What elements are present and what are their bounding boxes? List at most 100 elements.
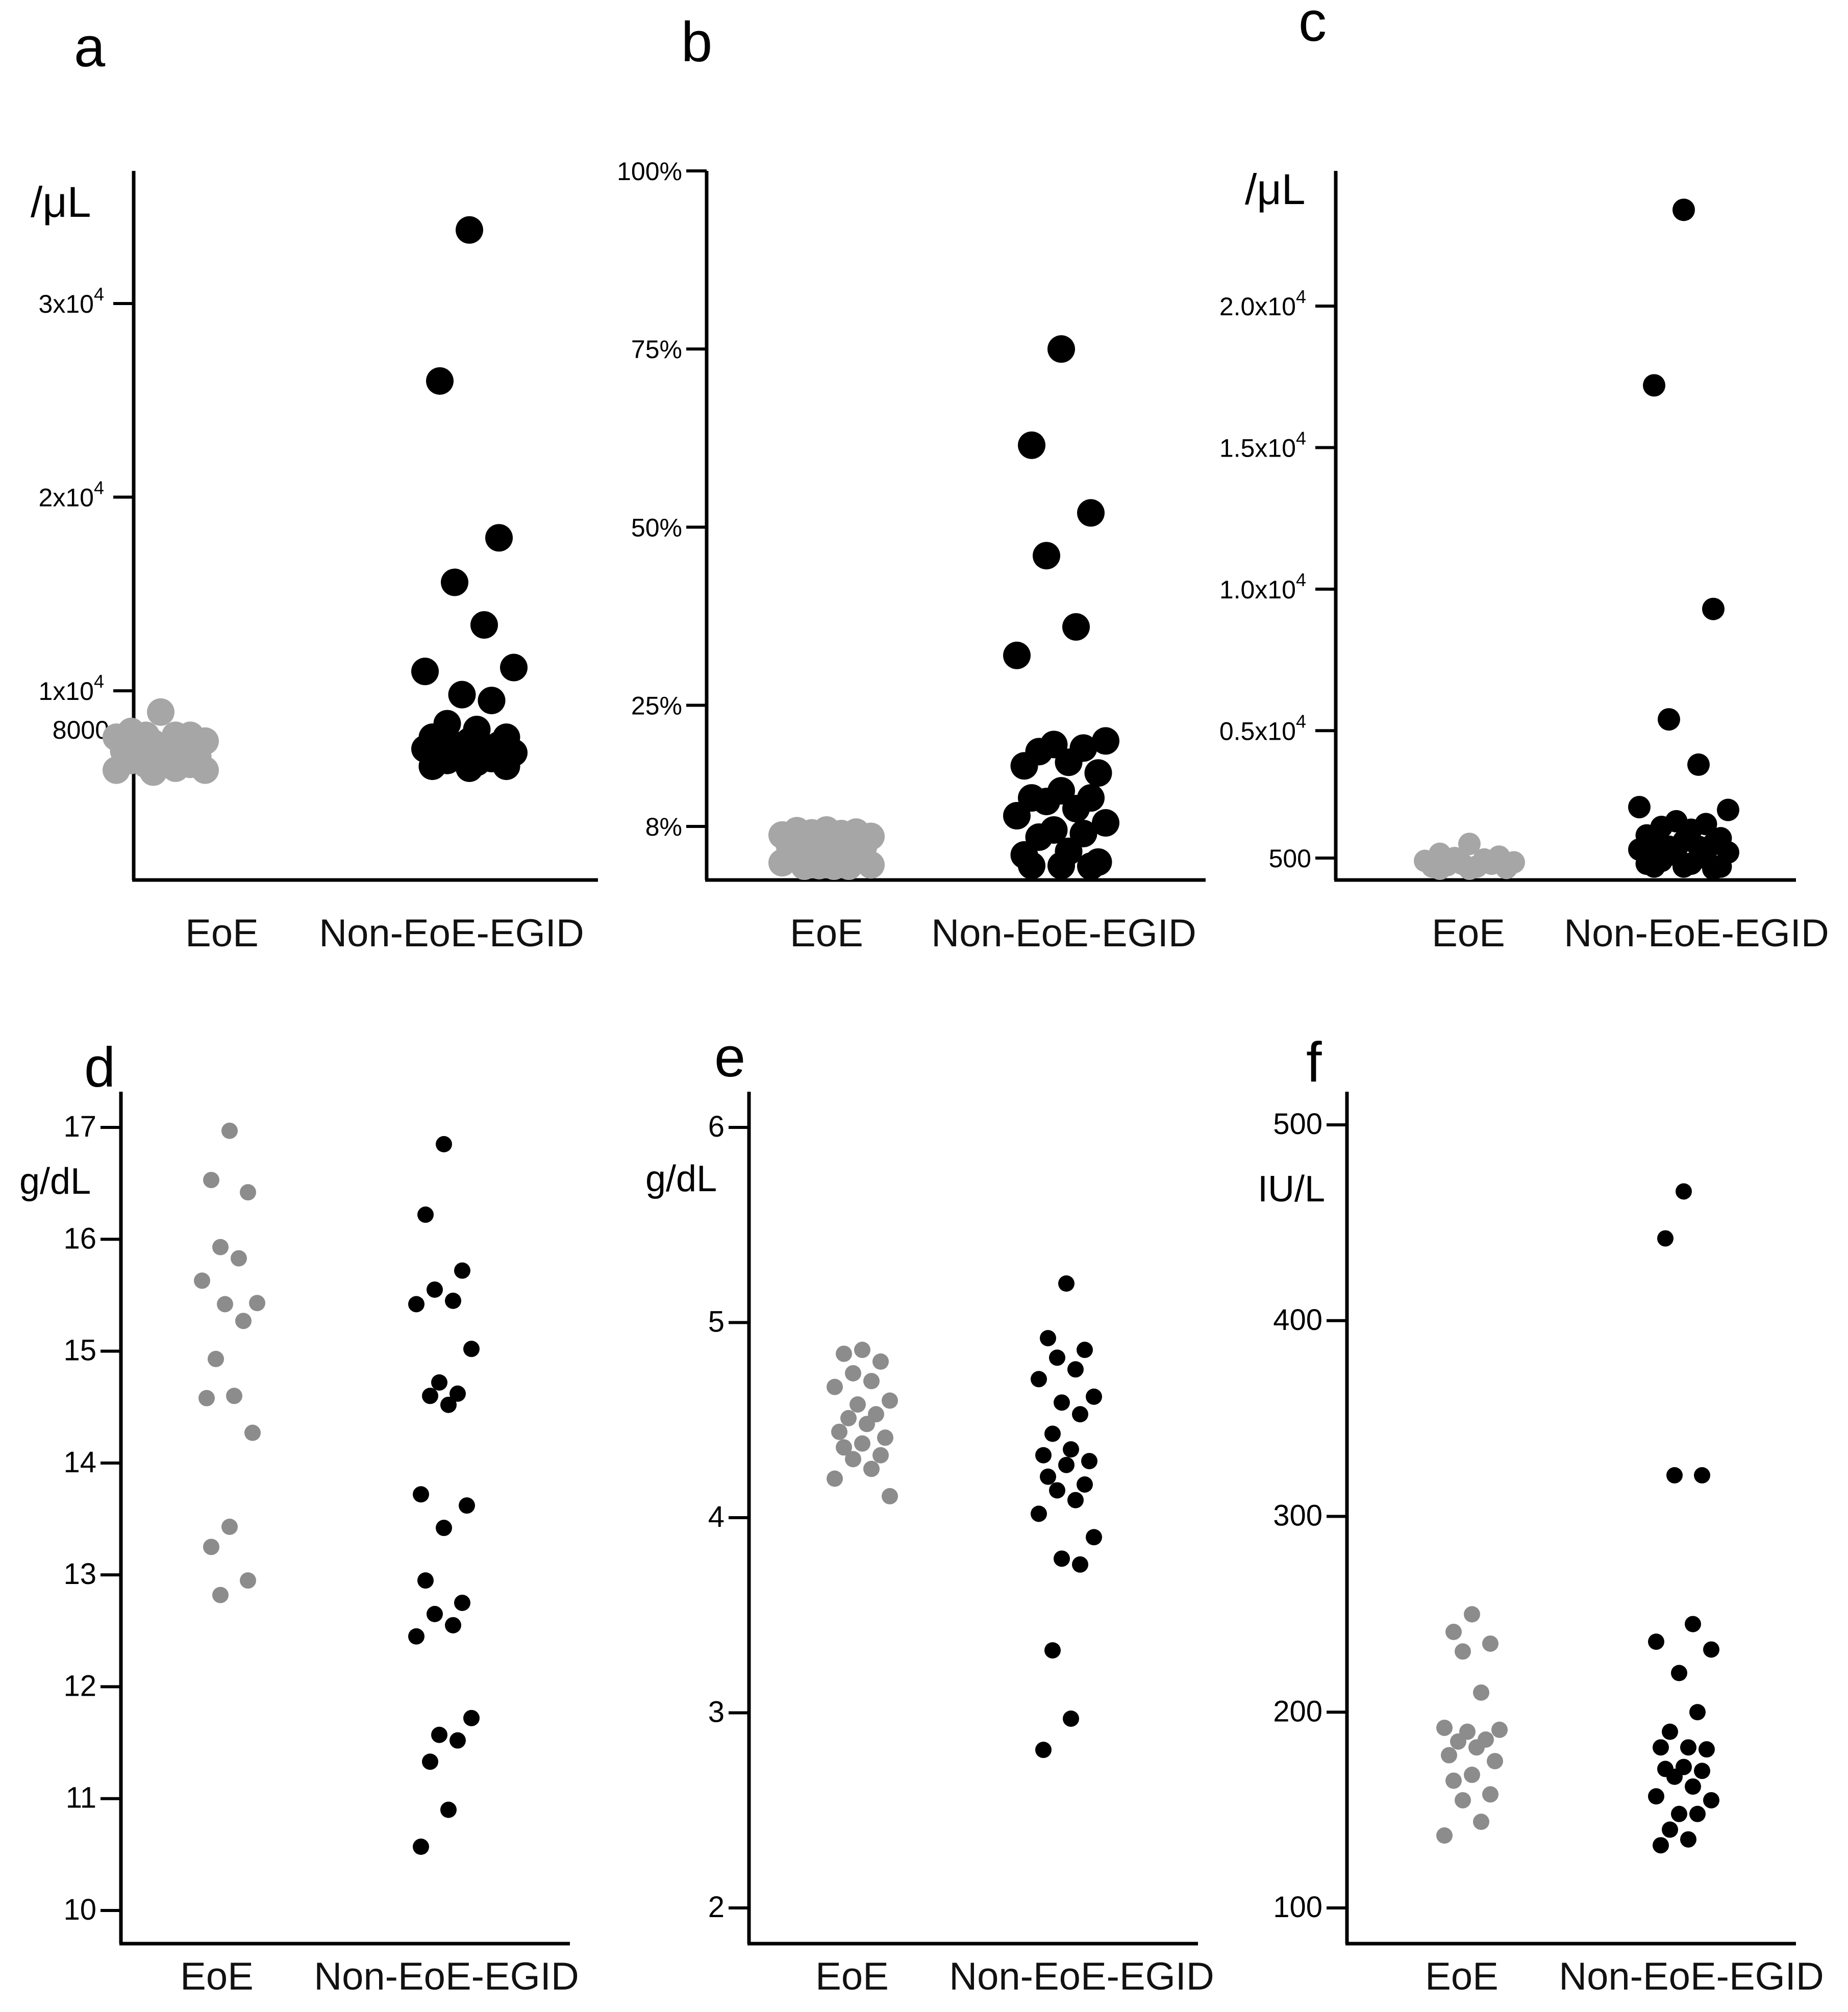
data-point <box>1482 1635 1499 1652</box>
data-point <box>440 1396 457 1413</box>
data-point <box>147 698 174 726</box>
data-point <box>1040 1330 1056 1347</box>
panels: a/μL 3x104 2x104 1x104 8000 EoE Non-EoE-EGID b 1… <box>19 0 1829 1998</box>
tick-exponent: 4 <box>94 477 104 498</box>
panel-letter: e <box>714 1026 745 1089</box>
data-point <box>1689 1805 1706 1822</box>
data-point <box>417 1572 434 1589</box>
data-point <box>1487 1753 1503 1770</box>
data-point <box>1067 1492 1084 1508</box>
data-point <box>485 524 513 552</box>
data-point <box>1441 1747 1457 1764</box>
category-label: Non-EoE-EGID <box>949 1955 1214 1998</box>
y-tick-label: 2x104 <box>39 477 104 512</box>
data-point <box>1031 1371 1047 1388</box>
data-point <box>850 1396 866 1413</box>
data-point <box>1084 759 1112 787</box>
data-point <box>1044 1642 1061 1659</box>
data-point <box>1436 1827 1453 1844</box>
data-point <box>1049 1349 1065 1366</box>
data-point <box>463 1341 480 1357</box>
data-point <box>1662 1723 1678 1740</box>
data-point <box>1687 753 1710 776</box>
data-point <box>1033 542 1060 570</box>
data-point <box>857 851 885 879</box>
panel-b: b 100% 75% 50% 25% 8% EoE Non-EoE-EGID <box>617 11 1206 955</box>
category-label: EoE <box>1425 1955 1499 1998</box>
data-point <box>470 611 498 639</box>
data-point <box>1010 752 1038 780</box>
data-point <box>1491 1721 1508 1738</box>
data-point <box>854 1435 870 1452</box>
y-unit-label: /μL <box>31 178 91 226</box>
data-point <box>1035 1447 1052 1464</box>
data-point <box>1429 858 1451 880</box>
y-tick-label: 10 <box>63 1893 96 1926</box>
y-tick-label: 8% <box>645 813 682 841</box>
data-point <box>1666 1467 1683 1483</box>
data-point <box>1657 1230 1674 1247</box>
y-tick-label: 6 <box>708 1110 725 1143</box>
data-point <box>408 1296 424 1313</box>
data-point <box>456 754 483 782</box>
panel-e: e g/dL 6 5 4 3 2 EoE Non-EoE-EGID <box>645 1026 1214 1998</box>
data-point <box>445 1617 461 1633</box>
category-label: Non-EoE-EGID <box>1564 912 1829 955</box>
data-point <box>1685 1616 1701 1632</box>
tick-exponent: 4 <box>1296 711 1306 732</box>
y-unit-label: g/dL <box>645 1159 717 1199</box>
data-point <box>840 1410 857 1426</box>
data-point <box>1077 1476 1093 1493</box>
category-label: Non-EoE-EGID <box>931 912 1196 955</box>
data-point <box>1450 1733 1466 1750</box>
data-point <box>459 1497 475 1514</box>
panel-d: d g/dL 17 16 15 14 13 12 11 10 EoE Non-EoE-EGID <box>19 1036 579 1998</box>
data-point <box>454 1262 470 1279</box>
y-tick-label: 200 <box>1273 1695 1322 1728</box>
data-point <box>422 1753 438 1770</box>
data-point <box>1062 795 1090 823</box>
y-unit-label: g/dL <box>19 1161 91 1202</box>
data-point <box>831 1423 847 1440</box>
data-point <box>418 752 446 781</box>
data-point <box>872 1353 889 1370</box>
data-point <box>836 1345 852 1362</box>
panel-f: f IU/L 500 400 300 200 100 EoE Non-EoE-EGID <box>1258 1031 1824 1998</box>
y-tick-label: 0.5x104 <box>1219 711 1306 745</box>
data-point <box>203 1172 219 1189</box>
data-point <box>1072 1406 1088 1423</box>
category-label: EoE <box>790 912 863 955</box>
data-point <box>212 1587 229 1603</box>
data-point <box>413 1486 429 1503</box>
data-point <box>1648 1788 1664 1805</box>
data-point <box>1703 1792 1719 1808</box>
tick-exponent: 4 <box>1296 427 1306 448</box>
panel-letter: b <box>681 11 712 73</box>
y-tick-label: 13 <box>63 1557 96 1591</box>
y-tick-label: 100% <box>617 157 682 186</box>
data-point <box>244 1424 261 1441</box>
y-tick-label: 17 <box>63 1110 96 1143</box>
data-point <box>1648 1633 1664 1650</box>
data-point <box>1694 1467 1710 1483</box>
data-point <box>1018 431 1045 459</box>
data-point <box>427 1281 443 1298</box>
data-point <box>1047 851 1075 879</box>
data-point <box>1058 1275 1075 1292</box>
y-tick-label: 8000 <box>53 716 109 744</box>
data-point <box>417 1206 434 1223</box>
panel-letter: c <box>1298 0 1327 53</box>
data-point <box>1482 1786 1499 1803</box>
data-point <box>194 1272 210 1289</box>
data-point <box>1653 1837 1669 1854</box>
data-point <box>1077 499 1105 527</box>
panel-letter: f <box>1306 1031 1322 1094</box>
data-point <box>1495 857 1518 879</box>
data-point <box>1703 1641 1719 1658</box>
data-point <box>1458 858 1481 880</box>
data-point <box>1672 198 1695 221</box>
data-point <box>1445 1772 1462 1789</box>
data-point <box>768 849 796 877</box>
data-point <box>877 1429 893 1446</box>
data-point <box>1047 335 1075 363</box>
